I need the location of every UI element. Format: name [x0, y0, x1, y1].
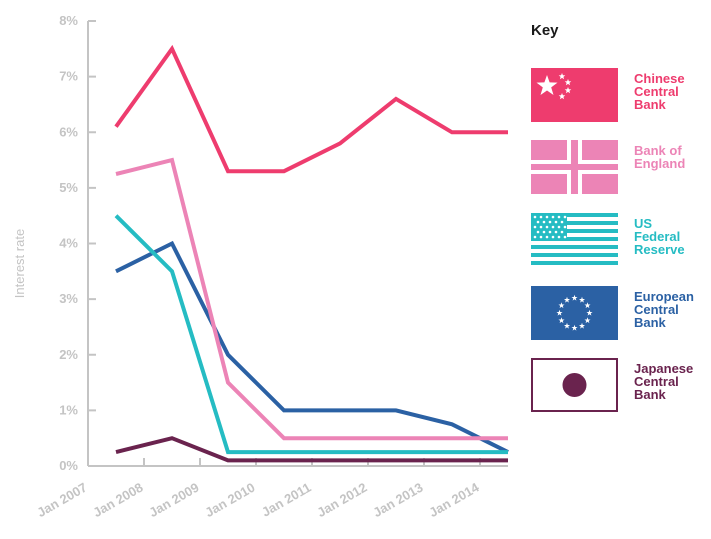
series-line	[115, 240, 509, 454]
series-line	[115, 157, 508, 441]
y-tick-label: 8%	[59, 13, 78, 28]
legend-label: US Federal Reserve	[634, 216, 685, 257]
legend-label: Chinese Central Bank	[634, 71, 685, 112]
y-tick-label: 6%	[59, 124, 78, 139]
legend-item-bank-of-england: Bank of England	[531, 140, 711, 196]
us-flag-icon	[531, 213, 618, 267]
eu-star-icon	[571, 324, 578, 331]
series-line	[115, 436, 508, 463]
legend-item-japanese-central-bank: Japanese Central Bank	[531, 358, 711, 414]
y-tick-label: 1%	[59, 402, 78, 417]
x-tick-label: Jan 2009	[146, 480, 201, 520]
eu-star-icon	[563, 296, 571, 303]
eu-star-icon	[563, 322, 571, 329]
japan-flag-icon	[531, 358, 618, 412]
series-line	[114, 44, 508, 174]
y-tick-label: 5%	[59, 180, 78, 195]
y-tick-label: 0%	[59, 458, 78, 473]
x-tick-label: Jan 2007	[34, 480, 89, 520]
china-flag-icon	[531, 68, 618, 122]
x-tick-label: Jan 2013	[370, 480, 425, 520]
x-tick-label: Jan 2010	[202, 480, 257, 520]
y-axis-label: Interest rate	[12, 229, 27, 298]
y-tick-label: 3%	[59, 291, 78, 306]
y-tick-label: 7%	[59, 69, 78, 84]
y-tick-label: 2%	[59, 347, 78, 362]
legend-item-chinese-central-bank: Chinese Central Bank	[531, 68, 711, 124]
eu-flag-icon	[531, 286, 618, 340]
legend-title: Key	[531, 22, 559, 39]
legend-label: European Central Bank	[634, 289, 694, 330]
legend-label: Bank of England	[634, 143, 686, 171]
x-tick-label: Jan 2014	[426, 479, 482, 520]
eu-star-icon	[558, 302, 565, 309]
x-tick-label: Jan 2011	[259, 480, 313, 520]
eu-star-icon	[571, 294, 578, 301]
legend-label: Japanese Central Bank	[634, 361, 694, 402]
eu-star-icon	[578, 322, 586, 329]
x-tick-label: Jan 2012	[314, 480, 369, 520]
eu-star-icon	[586, 309, 593, 316]
eu-star-icon	[556, 309, 563, 316]
eu-star-icon	[578, 296, 586, 303]
eu-star-icon	[584, 317, 591, 324]
eu-star-icon	[558, 317, 565, 324]
eu-star-icon	[584, 302, 591, 309]
y-tick-label: 4%	[59, 236, 78, 251]
legend-item-us-federal-reserve: US Federal Reserve	[531, 213, 711, 269]
x-tick-label: Jan 2008	[90, 480, 145, 520]
legend-item-european-central-bank: European Central Bank	[531, 286, 711, 342]
series-line	[114, 214, 508, 455]
uk-flag-icon	[531, 140, 618, 194]
